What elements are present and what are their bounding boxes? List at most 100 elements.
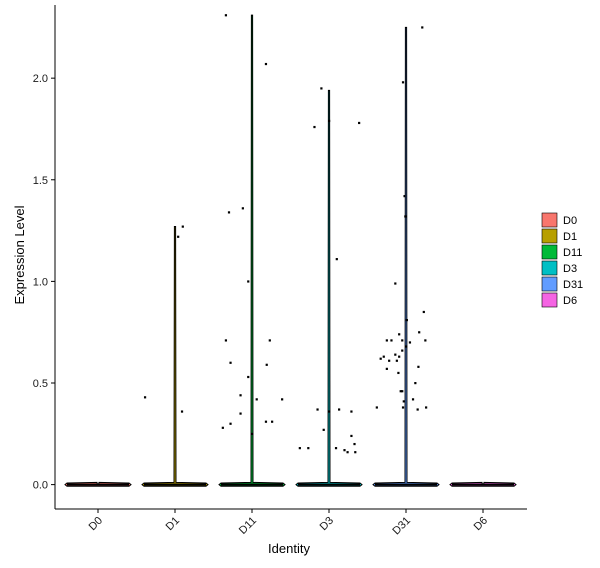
point-d3-16 <box>354 451 357 454</box>
point-d1-2 <box>181 225 184 228</box>
point-d31-2 <box>403 195 406 198</box>
point-d1-1 <box>177 235 180 238</box>
point-d31-15 <box>401 349 404 352</box>
point-d31-4 <box>394 282 397 285</box>
point-d31-3 <box>404 215 407 218</box>
point-d3-11 <box>353 442 356 446</box>
legend-label-d31: D31 <box>563 279 583 291</box>
point-d31-7 <box>418 331 421 334</box>
x-tick-label-d6: D6 <box>472 515 490 533</box>
legend-label-d1: D1 <box>563 231 577 243</box>
point-d3-17 <box>346 451 349 454</box>
point-d31-26 <box>401 390 404 393</box>
point-d3-2 <box>358 121 361 125</box>
point-d31-23 <box>417 365 420 368</box>
point-d31-17 <box>382 355 385 358</box>
point-d11-6 <box>247 280 250 283</box>
violin-layer <box>64 14 517 487</box>
point-d11-4 <box>224 339 228 342</box>
point-d11-13 <box>239 412 242 415</box>
legend-label-d0: D0 <box>563 215 577 227</box>
point-d1-3 <box>180 410 184 413</box>
point-d11-17 <box>221 426 224 429</box>
point-d31-25 <box>414 382 417 385</box>
point-d11-1 <box>227 211 231 214</box>
legend: D0 D1 D11 D3 D31 D6 <box>541 212 583 308</box>
y-tick-label: 0.0 <box>33 480 48 492</box>
legend-swatch-d31 <box>541 276 558 292</box>
point-d3-0 <box>320 87 323 90</box>
point-d11-5 <box>229 361 232 364</box>
y-tick-label: 0.5 <box>33 378 48 390</box>
point-d31-18 <box>388 359 391 362</box>
point-d31-6 <box>405 319 408 322</box>
x-tick-label-d31: D31 <box>390 515 413 538</box>
point-d11-0 <box>224 14 228 17</box>
y-axis-title: Expression Level <box>12 205 27 304</box>
violin-d3 <box>295 89 363 487</box>
point-d11-18 <box>251 432 254 436</box>
violin-d11 <box>218 14 286 487</box>
point-d11-3 <box>264 62 268 66</box>
legend-swatch-d1 <box>541 228 558 244</box>
point-d31-31 <box>416 408 419 411</box>
point-d11-11 <box>255 398 258 401</box>
y-tick-label: 2.0 <box>33 73 48 85</box>
point-d3-12 <box>298 447 301 450</box>
point-d3-15 <box>343 449 346 452</box>
point-d3-14 <box>334 447 338 450</box>
point-d11-12 <box>281 398 284 401</box>
point-d31-19 <box>398 355 401 358</box>
point-d11-15 <box>271 420 274 423</box>
point-d31-13 <box>408 341 412 344</box>
point-d31-24 <box>397 371 400 375</box>
legend-swatch-d3 <box>541 260 558 276</box>
point-d11-2 <box>241 207 244 210</box>
point-d31-11 <box>385 339 388 342</box>
point-d11-8 <box>265 363 268 366</box>
point-d11-10 <box>239 394 242 397</box>
point-d3-7 <box>338 408 341 411</box>
legend-swatch-d11 <box>541 244 558 260</box>
point-d3-3 <box>313 125 316 129</box>
point-d31-33 <box>375 406 378 409</box>
point-d3-9 <box>322 428 325 431</box>
point-d3-8 <box>350 410 353 413</box>
point-d11-14 <box>264 420 268 423</box>
point-d3-5 <box>316 408 319 411</box>
point-d31-9 <box>398 333 401 336</box>
y-tick-label: 1.5 <box>33 175 48 187</box>
legend-label-d6: D6 <box>563 295 577 307</box>
point-d11-9 <box>247 375 250 379</box>
point-d31-20 <box>395 359 398 362</box>
legend-label-d3: D3 <box>563 263 577 275</box>
jitter-points-layer <box>67 14 514 486</box>
point-d31-28 <box>402 400 405 403</box>
x-tick-label-d11: D11 <box>237 515 259 537</box>
point-d31-10 <box>401 339 404 342</box>
legend-swatch-d6 <box>541 292 558 308</box>
x-tick-label-d0: D0 <box>87 515 105 533</box>
x-tick-label-d3: D3 <box>318 515 336 533</box>
point-d31-0 <box>421 26 424 29</box>
point-d3-6 <box>328 410 331 413</box>
point-d31-27 <box>399 390 402 393</box>
point-d1-0 <box>143 396 147 399</box>
point-d31-32 <box>425 406 428 409</box>
point-d31-1 <box>401 81 405 84</box>
point-d31-29 <box>401 406 405 409</box>
point-d11-7 <box>268 339 271 342</box>
x-axis-title: Identity <box>268 541 310 556</box>
point-d11-16 <box>229 422 232 425</box>
x-tick-label-d1: D1 <box>164 515 182 533</box>
violin-d1 <box>141 226 209 487</box>
point-d31-8 <box>424 339 427 342</box>
point-d31-21 <box>394 353 397 356</box>
point-d31-30 <box>411 398 415 401</box>
legend-label-d11: D11 <box>563 247 582 259</box>
point-d31-14 <box>405 345 408 348</box>
point-d3-1 <box>328 119 331 123</box>
violin-d31 <box>372 26 440 487</box>
legend-swatch-d0 <box>541 212 558 228</box>
